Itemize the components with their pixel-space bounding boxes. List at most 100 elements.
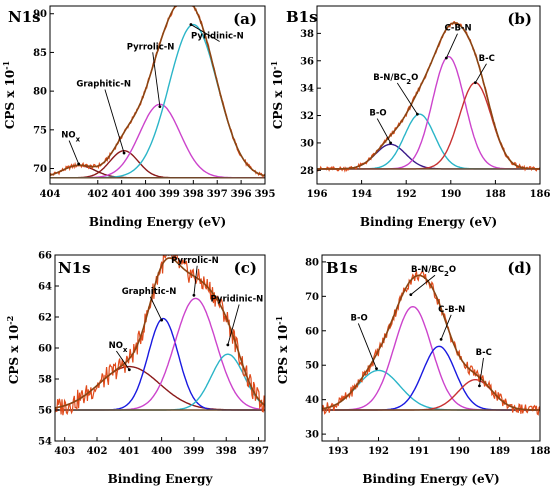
annotation-arrowhead xyxy=(473,81,477,85)
annotation-label: B-O xyxy=(351,313,368,323)
y-tick-label: 54 xyxy=(38,437,52,448)
panel-title: B1s xyxy=(326,259,358,277)
panel-b: 196 194 192 190 188 186 28 30 32 34 36 38 Binding En… xyxy=(269,5,550,229)
panel-a: 404 402 401 400 399 398 397 396 395 70 75 80 85 90 Bin… xyxy=(1,5,275,229)
y-tick-label: 30 xyxy=(300,138,314,149)
x-tick-label: 196 xyxy=(307,189,328,200)
y-axis-label-text: CPS x 10 xyxy=(271,70,285,129)
y-axis-label: CPS x 10-1 xyxy=(274,316,290,384)
annotation-arrowhead xyxy=(439,337,443,341)
component-pyrrolic-n xyxy=(50,103,265,179)
annotation-label: Pyrrolic-N xyxy=(171,256,219,266)
component-c-b-n xyxy=(322,345,540,411)
label-span: B-N/BC xyxy=(411,265,444,275)
y-axis-label-text: CPS x 10 xyxy=(276,325,290,384)
annotation-label: C-B-N xyxy=(444,24,471,34)
annotation-arrowhead xyxy=(189,23,193,26)
annotation-label: Pyridinic-N xyxy=(191,32,244,42)
y-tick-label: 30 xyxy=(305,430,319,441)
x-tick-label: 403 xyxy=(54,446,75,457)
label-span: Pyridinic-N xyxy=(211,295,264,305)
y-tick-label: 62 xyxy=(38,313,52,324)
label-span: 2 xyxy=(406,78,411,86)
x-tick-label: 192 xyxy=(368,446,389,457)
y-tick-label: 75 xyxy=(33,125,47,136)
x-tick-label: 399 xyxy=(183,446,204,457)
annotation-arrow xyxy=(474,63,487,83)
annotation-label: NOx xyxy=(61,131,80,144)
annotation-arrowhead xyxy=(409,293,413,297)
x-tick-label: 400 xyxy=(135,189,156,200)
y-tick-label: 80 xyxy=(33,87,47,98)
annotation-label: Pyrrolic-N xyxy=(127,42,175,52)
label-span: x xyxy=(76,136,81,144)
annotation-arrowhead xyxy=(226,343,230,347)
annotation-arrow xyxy=(410,274,436,295)
x-tick-label: 191 xyxy=(408,446,429,457)
y-axis-label-exponent: -1 xyxy=(269,61,279,70)
x-tick-label: 186 xyxy=(530,189,550,200)
annotation-arrowhead xyxy=(192,293,196,297)
y-tick-label: 66 xyxy=(38,251,52,262)
annotation-arrow xyxy=(445,33,458,59)
fit-envelope-line xyxy=(317,21,540,170)
y-tick-label: 28 xyxy=(300,166,314,177)
fit-envelope-line xyxy=(322,274,540,411)
y-tick-label: 70 xyxy=(33,164,47,175)
y-axis-label-text: CPS x 10 xyxy=(7,325,21,384)
x-tick-label: 190 xyxy=(449,446,470,457)
panel-d: 193 192 191 190 189 188 30 40 50 60 70 80 Binding En… xyxy=(274,254,550,486)
annotation-arrowhead xyxy=(478,384,481,388)
label-span: Pyrrolic-N xyxy=(171,256,219,266)
label-span: C-B-N xyxy=(444,24,471,34)
label-span: Graphitic-N xyxy=(76,79,131,89)
x-axis-label: Binding Energy (eV) xyxy=(360,215,497,229)
label-span: Pyrrolic-N xyxy=(127,42,175,52)
label-span: B-C xyxy=(479,54,495,64)
y-axis-label-exponent: -1 xyxy=(274,316,284,325)
annotation-arrow xyxy=(440,314,452,340)
annotation-arrow xyxy=(478,357,484,386)
y-tick-label: 80 xyxy=(305,257,319,268)
label-span: NO xyxy=(61,131,75,141)
y-tick-label: 60 xyxy=(38,344,52,355)
annotation-label: C-B-N xyxy=(438,305,465,315)
plot-frame xyxy=(316,5,541,185)
annotation-arrow xyxy=(357,323,377,369)
panel-title: B1s xyxy=(286,8,318,26)
label-span: B-O xyxy=(351,313,368,323)
x-axis-label: Binding Energy xyxy=(108,472,214,486)
y-axis-label: CPS x 10-1 xyxy=(1,61,17,129)
y-tick-label: 50 xyxy=(305,361,319,372)
x-tick-label: 396 xyxy=(231,189,252,200)
annotation-arrowhead xyxy=(122,151,126,155)
plot-frame xyxy=(321,254,541,442)
x-tick-label: 402 xyxy=(87,189,108,200)
label-span: B-O xyxy=(369,109,386,119)
annotation-arrowhead xyxy=(158,105,162,109)
y-tick-label: 32 xyxy=(300,111,314,122)
x-tick-label: 188 xyxy=(530,446,550,457)
annotation-label: Graphitic-N xyxy=(76,79,131,89)
annotation-arrow xyxy=(190,24,220,42)
plot-frame xyxy=(49,5,266,185)
annotation-arrowhead xyxy=(444,56,448,60)
y-axis-label-exponent: -2 xyxy=(5,316,15,325)
x-tick-label: 404 xyxy=(40,189,61,200)
y-tick-label: 85 xyxy=(33,48,47,59)
annotation-arrowhead xyxy=(375,367,378,371)
x-tick-label: 194 xyxy=(351,189,372,200)
y-tick-label: 70 xyxy=(305,292,319,303)
annotation-arrowhead xyxy=(389,141,392,145)
annotation-arrowhead xyxy=(160,318,164,322)
y-tick-label: 36 xyxy=(300,56,314,67)
x-tick-label: 398 xyxy=(183,189,204,200)
label-span: NO xyxy=(109,341,123,351)
y-axis-label-exponent: -1 xyxy=(1,61,11,70)
label-span: 2 xyxy=(444,270,449,278)
panel-title: N1s xyxy=(58,259,91,277)
annotation-arrowhead xyxy=(127,368,131,372)
label-span: x xyxy=(123,346,128,354)
